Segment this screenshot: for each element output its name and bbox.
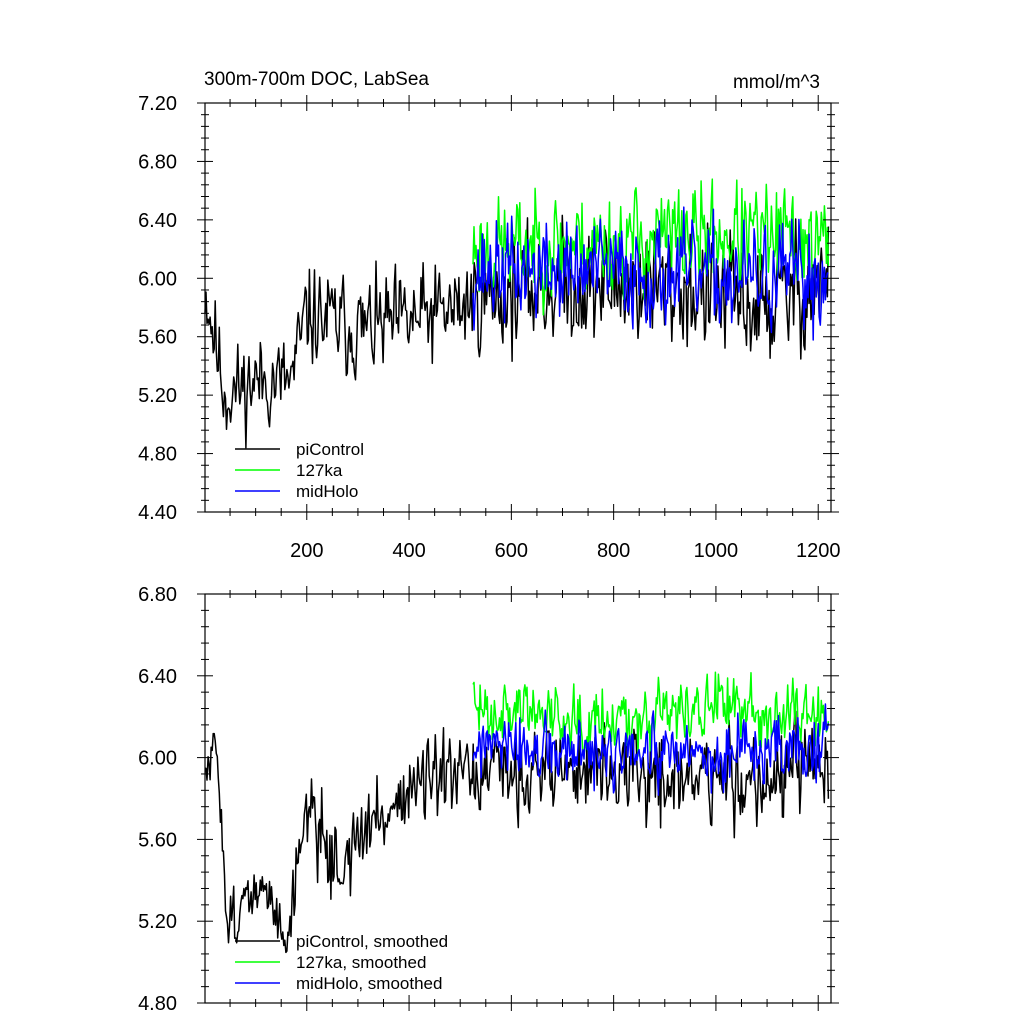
y-tick-label: 6.80	[138, 584, 177, 606]
ticks-bottom: 4.80 5.20 5.60 6.00 6.40 6.80	[138, 584, 839, 1015]
series-line-midholo-smoothed	[472, 703, 830, 796]
series-group-top	[204, 178, 830, 449]
y-tick-label: 5.60	[138, 829, 177, 851]
y-tick-label: 6.40	[138, 210, 177, 232]
ticks-top: 200 400 600 800 1000 1200 4.40 4.80 5.20 5.60 6.00…	[138, 93, 840, 562]
legend-label-127ka-smoothed: 127ka, smoothed	[296, 953, 426, 972]
x-tick-label: 600	[495, 540, 528, 562]
units-label: mmol/m^3	[733, 72, 820, 93]
chart-title: 300m-700m DOC, LabSea	[204, 69, 429, 90]
x-tick-label: 800	[597, 540, 630, 562]
legend-label-midholo: midHolo	[296, 482, 358, 501]
x-tick-label: 1200	[796, 540, 841, 562]
series-line-127ka-smoothed	[472, 671, 830, 757]
panel-bottom: 4.80 5.20 5.60 6.00 6.40 6.80 piControl, smoo…	[138, 584, 839, 1015]
x-tick-label: 400	[392, 540, 425, 562]
y-tick-label: 4.40	[138, 502, 177, 524]
y-tick-label: 4.80	[138, 444, 177, 466]
y-tick-label: 7.20	[138, 93, 177, 115]
y-tick-label: 6.80	[138, 151, 177, 173]
y-tick-label: 5.20	[138, 911, 177, 933]
legend-label-picontrol: piControl	[296, 440, 364, 459]
legend-top: piControl 127ka midHolo	[235, 440, 364, 501]
series-line-midholo	[472, 206, 829, 341]
series-line-picontrol	[204, 214, 830, 449]
x-tick-label: 200	[290, 540, 323, 562]
y-tick-label: 5.60	[138, 327, 177, 349]
plot-frame-bottom	[204, 593, 832, 1004]
legend-bottom: piControl, smoothed 127ka, smoothed midH…	[235, 932, 448, 993]
legend-label-picontrol-smoothed: piControl, smoothed	[296, 932, 448, 951]
y-tick-label: 6.00	[138, 268, 177, 290]
y-tick-label: 4.80	[138, 993, 177, 1015]
y-tick-label: 5.20	[138, 385, 177, 407]
x-tick-label: 1000	[694, 540, 739, 562]
legend-label-127ka: 127ka	[296, 461, 343, 480]
legend-label-midholo-smoothed: midHolo, smoothed	[296, 974, 442, 993]
series-group-bottom	[204, 671, 830, 954]
y-tick-label: 6.40	[138, 666, 177, 688]
plot-frame-top	[204, 102, 832, 513]
panel-top: 200 400 600 800 1000 1200 4.40 4.80 5.20 5.60 6.00…	[138, 69, 840, 562]
y-tick-label: 6.00	[138, 748, 177, 770]
